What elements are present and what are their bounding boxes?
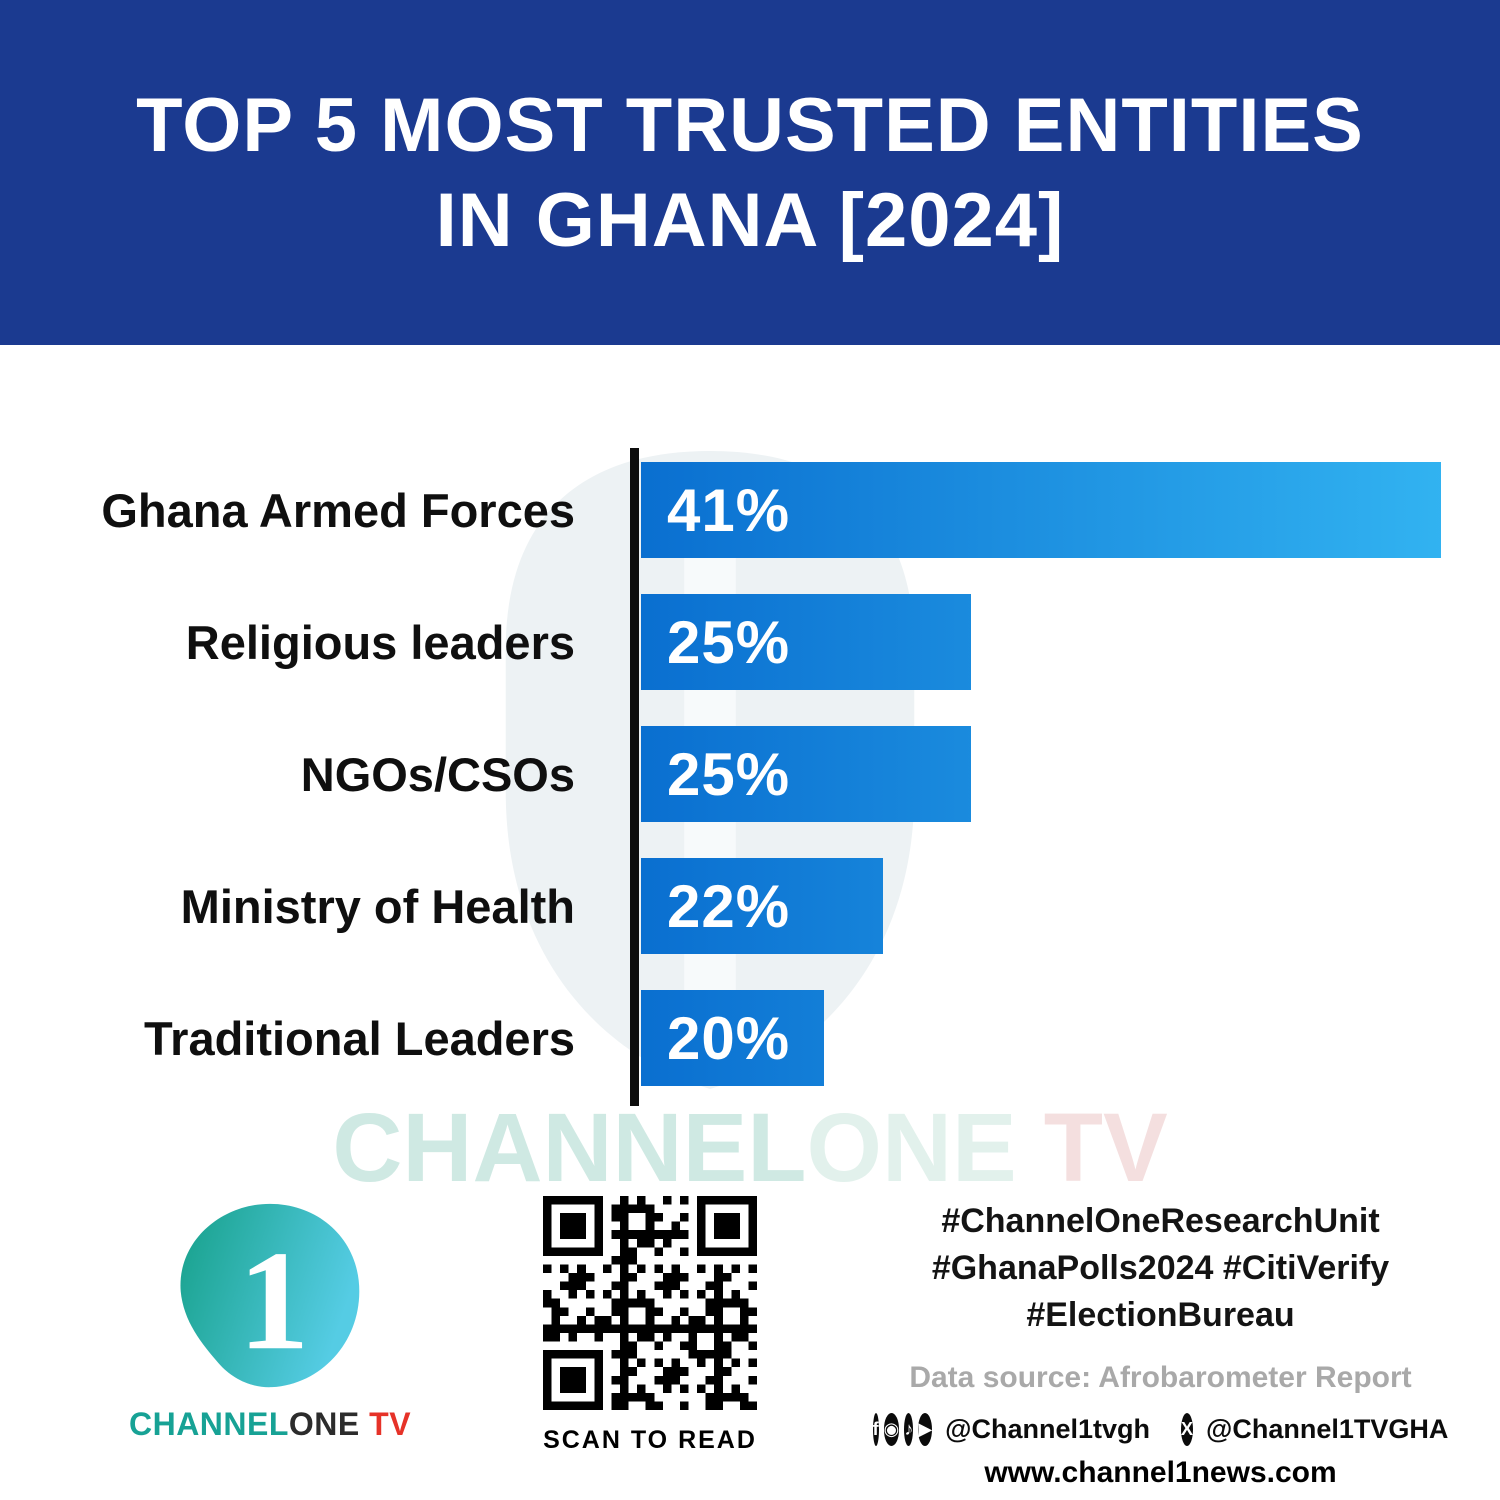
instagram-icon: ◉ bbox=[883, 1412, 900, 1446]
hashtag-line-3: #ElectionBureau bbox=[1026, 1295, 1295, 1334]
bar-label: Traditional Leaders bbox=[144, 1011, 575, 1065]
chart-axis bbox=[630, 448, 639, 1106]
data-source: Data source: Afrobarometer Report bbox=[909, 1360, 1412, 1394]
bar-area: 22% bbox=[641, 858, 1462, 954]
bar-chart: Ghana Armed Forces 41% Religious leaders… bbox=[0, 345, 1500, 1106]
tiktok-icon: ♪ bbox=[904, 1412, 914, 1446]
bar-area: 20% bbox=[641, 990, 1462, 1086]
wordmark-one: ONE bbox=[288, 1406, 360, 1442]
bar-label: Religious leaders bbox=[185, 615, 575, 669]
bar-ngos-csos: 25% bbox=[641, 726, 972, 822]
bar-area: 25% bbox=[641, 726, 1462, 822]
page-title: TOP 5 MOST TRUSTED ENTITIES IN GHANA [20… bbox=[136, 78, 1364, 268]
bar-value: 25% bbox=[667, 608, 791, 676]
channel-one-wordmark: CHANNELONE TV bbox=[120, 1406, 420, 1443]
qr-block: SCAN TO READ bbox=[535, 1196, 765, 1455]
footer-info: #ChannelOneResearchUnit #GhanaPolls2024 … bbox=[872, 1198, 1448, 1490]
hashtag-line-1: #ChannelOneResearchUnit bbox=[941, 1202, 1380, 1240]
bar-ministry-of-health: 22% bbox=[641, 858, 884, 954]
qr-caption: SCAN TO READ bbox=[543, 1426, 757, 1454]
bar-row-ghana-armed-forces: Ghana Armed Forces 41% bbox=[0, 462, 1462, 558]
bar-traditional-leaders: 20% bbox=[641, 990, 825, 1086]
bar-label: NGOs/CSOs bbox=[300, 747, 575, 801]
channel-one-logo: 1 CHANNELONE TV bbox=[120, 1198, 420, 1443]
bar-row-ministry-of-health: Ministry of Health 22% bbox=[0, 858, 1462, 954]
x-icon: X bbox=[1181, 1412, 1194, 1446]
hashtag-line-2: #GhanaPolls2024 #CitiVerify bbox=[931, 1248, 1390, 1287]
bar-row-religious-leaders: Religious leaders 25% bbox=[0, 594, 1462, 690]
social-handle-x: @Channel1TVGHA bbox=[1206, 1413, 1449, 1444]
facebook-icon: f bbox=[872, 1412, 879, 1446]
bar-row-traditional-leaders: Traditional Leaders 20% bbox=[0, 990, 1462, 1086]
bar-value: 41% bbox=[667, 476, 791, 544]
header-banner: TOP 5 MOST TRUSTED ENTITIES IN GHANA [20… bbox=[0, 0, 1500, 345]
channel-one-pick-icon: 1 bbox=[180, 1203, 360, 1388]
qr-code bbox=[543, 1196, 757, 1410]
bar-value: 20% bbox=[667, 1004, 791, 1072]
wordmark-channel: CHANNEL bbox=[128, 1406, 289, 1442]
bar-value: 25% bbox=[667, 740, 791, 808]
website-url: www.channel1news.com bbox=[984, 1455, 1337, 1489]
bar-label: Ghana Armed Forces bbox=[101, 483, 575, 537]
bar-ghana-armed-forces: 41% bbox=[641, 462, 1441, 558]
youtube-icon: ▶ bbox=[918, 1412, 933, 1446]
bar-label: Ministry of Health bbox=[180, 879, 575, 933]
wordmark-tv: TV bbox=[359, 1406, 412, 1442]
bar-value: 22% bbox=[667, 872, 791, 940]
title-line-1: TOP 5 MOST TRUSTED ENTITIES bbox=[136, 82, 1364, 168]
bar-row-ngos-csos: NGOs/CSOs 25% bbox=[0, 726, 1462, 822]
bar-area: 25% bbox=[641, 594, 1462, 690]
hashtags: #ChannelOneResearchUnit #GhanaPolls2024 … bbox=[878, 1198, 1443, 1339]
bar-area: 41% bbox=[641, 462, 1462, 558]
bar-religious-leaders: 25% bbox=[641, 594, 972, 690]
social-handle-main: @Channel1tvgh bbox=[945, 1413, 1151, 1444]
title-line-2: IN GHANA [2024] bbox=[435, 177, 1065, 263]
svg-text:1: 1 bbox=[238, 1221, 309, 1379]
social-row: f ◉ ♪ ▶ @Channel1tvgh X @Channel1TVGHA bbox=[872, 1412, 1448, 1446]
chart-rows: Ghana Armed Forces 41% Religious leaders… bbox=[0, 462, 1462, 1122]
